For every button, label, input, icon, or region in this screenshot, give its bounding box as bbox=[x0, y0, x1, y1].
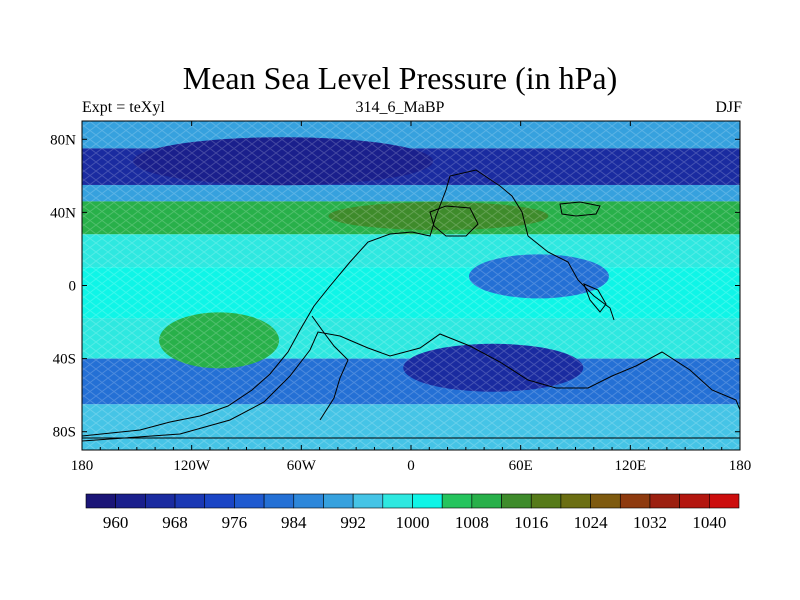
period-label: 314_6_MaBP bbox=[355, 99, 445, 116]
coastline-inner bbox=[311, 315, 349, 421]
colorbar-label: 968 bbox=[162, 513, 188, 532]
x-tick-label: 120W bbox=[173, 458, 211, 474]
colorbar-label: 1000 bbox=[396, 513, 430, 532]
colorbar-swatch bbox=[85, 493, 116, 509]
colorbar-swatch bbox=[204, 493, 235, 509]
y-tick-label: 0 bbox=[69, 279, 77, 295]
colorbar-label: 1032 bbox=[633, 513, 667, 532]
colorbar-label: 960 bbox=[103, 513, 129, 532]
colorbar-swatch bbox=[352, 493, 384, 509]
colorbar-swatch bbox=[471, 493, 502, 509]
coastline-inland-sea bbox=[429, 205, 479, 237]
colorbar-swatch bbox=[501, 493, 532, 509]
colorbar-swatch bbox=[115, 493, 146, 509]
x-tick-label: 180 bbox=[71, 458, 94, 474]
experiment-label: Expt = teXyl bbox=[82, 99, 165, 116]
x-tick-label: 0 bbox=[407, 458, 415, 474]
colorbar-swatch bbox=[649, 493, 680, 509]
colorbar-swatch bbox=[382, 493, 413, 509]
axis-ticks: 180 120W 60W 0 60E 120E 180 80N 40N 0 40S 80S bbox=[50, 121, 751, 474]
colorbar-swatch bbox=[174, 493, 206, 509]
coastline-west bbox=[82, 169, 529, 437]
coastline-island-2 bbox=[583, 283, 607, 313]
colorbar-swatch bbox=[441, 493, 473, 509]
stipple-overlay bbox=[82, 121, 740, 450]
coastline-south bbox=[82, 331, 740, 442]
x-tick-label: 60E bbox=[509, 458, 533, 474]
y-tick-label: 40S bbox=[53, 352, 76, 368]
x-tick-label: 60W bbox=[287, 458, 317, 474]
colorbar-label: 1008 bbox=[455, 513, 489, 532]
colorbar-swatch bbox=[530, 493, 562, 509]
colorbar-swatch bbox=[619, 493, 651, 509]
colorbar-swatch bbox=[709, 493, 740, 509]
x-tick-label: 180 bbox=[729, 458, 752, 474]
map-title: Mean Sea Level Pressure (in hPa) bbox=[182, 60, 618, 96]
colorbar-swatch bbox=[679, 493, 710, 509]
colorbar-label: 976 bbox=[222, 513, 248, 532]
season-label: DJF bbox=[715, 99, 742, 116]
colorbar-swatch bbox=[263, 493, 295, 509]
continent-outlines bbox=[82, 169, 740, 442]
colorbar-swatch bbox=[412, 493, 443, 509]
colorbar-label: 984 bbox=[281, 513, 307, 532]
colorbar-swatch bbox=[234, 493, 265, 509]
colorbar-swatch bbox=[560, 493, 591, 509]
colorbar-label: 1040 bbox=[692, 513, 726, 532]
colorbar-swatch bbox=[590, 493, 621, 509]
colorbar: 960 968 976 984 992 1000 1008 1016 1024 1032 1040 bbox=[85, 493, 740, 532]
y-tick-label: 80N bbox=[50, 132, 76, 148]
colorbar-label: 1024 bbox=[574, 513, 609, 532]
coastline-island bbox=[559, 201, 601, 217]
y-tick-label: 80S bbox=[53, 425, 76, 441]
colorbar-swatch bbox=[145, 493, 176, 509]
colorbar-label: 992 bbox=[340, 513, 366, 532]
coastline-east bbox=[527, 235, 615, 321]
colorbar-swatch bbox=[323, 493, 354, 509]
y-tick-label: 40N bbox=[50, 205, 76, 221]
colorbar-swatch bbox=[293, 493, 324, 509]
colorbar-label: 1016 bbox=[514, 513, 548, 532]
x-tick-label: 120E bbox=[614, 458, 646, 474]
